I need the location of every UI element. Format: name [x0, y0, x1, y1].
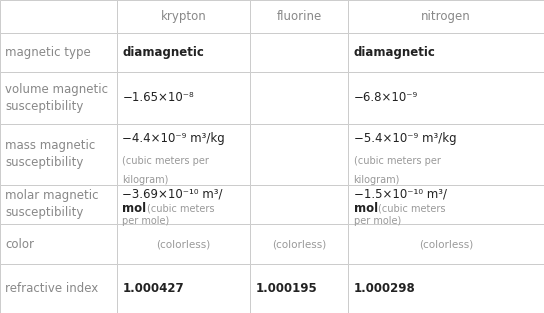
Text: magnetic type: magnetic type — [5, 46, 91, 59]
Text: (cubic meters: (cubic meters — [147, 204, 214, 213]
Text: mol: mol — [122, 202, 146, 215]
Text: refractive index: refractive index — [5, 282, 98, 295]
Bar — [0, 224, 117, 264]
Text: fluorine: fluorine — [276, 10, 322, 23]
Text: molar magnetic
susceptibility: molar magnetic susceptibility — [5, 189, 99, 219]
Text: (cubic meters per: (cubic meters per — [122, 156, 209, 166]
Text: (cubic meters: (cubic meters — [378, 204, 446, 213]
Bar — [117, 264, 250, 313]
Text: (colorless): (colorless) — [157, 239, 211, 249]
Text: mol: mol — [354, 202, 378, 215]
Text: −1.65×10⁻⁸: −1.65×10⁻⁸ — [122, 91, 194, 104]
Bar — [0, 33, 117, 72]
Bar — [348, 185, 544, 224]
Text: −4.4×10⁻⁹ m³/kg: −4.4×10⁻⁹ m³/kg — [122, 132, 225, 145]
Text: nitrogen: nitrogen — [421, 10, 471, 23]
Text: color: color — [5, 238, 34, 251]
Text: −6.8×10⁻⁹: −6.8×10⁻⁹ — [354, 91, 418, 104]
Bar — [117, 72, 250, 124]
Bar — [117, 185, 250, 224]
Text: diamagnetic: diamagnetic — [122, 46, 205, 59]
Text: mass magnetic
susceptibility: mass magnetic susceptibility — [5, 139, 96, 169]
Text: 1.000427: 1.000427 — [122, 282, 184, 295]
Bar — [117, 224, 250, 264]
Text: krypton: krypton — [160, 10, 207, 23]
Bar — [0, 124, 117, 185]
Bar — [117, 0, 250, 33]
Text: per mole): per mole) — [122, 216, 170, 226]
Text: diamagnetic: diamagnetic — [354, 46, 436, 59]
Text: (cubic meters per: (cubic meters per — [354, 156, 441, 166]
Bar — [0, 185, 117, 224]
Text: kilogram): kilogram) — [122, 175, 169, 185]
Bar — [250, 124, 348, 185]
Bar — [250, 224, 348, 264]
Bar — [0, 0, 117, 33]
Bar — [117, 33, 250, 72]
Text: (colorless): (colorless) — [272, 239, 326, 249]
Bar — [250, 0, 348, 33]
Bar — [0, 264, 117, 313]
Bar — [348, 0, 544, 33]
Bar — [0, 72, 117, 124]
Text: per mole): per mole) — [354, 216, 401, 226]
Bar — [348, 224, 544, 264]
Text: kilogram): kilogram) — [354, 175, 400, 185]
Bar — [117, 124, 250, 185]
Text: −1.5×10⁻¹⁰ m³/: −1.5×10⁻¹⁰ m³/ — [354, 188, 447, 201]
Bar — [250, 185, 348, 224]
Text: −3.69×10⁻¹⁰ m³/: −3.69×10⁻¹⁰ m³/ — [122, 188, 223, 201]
Bar — [250, 264, 348, 313]
Bar — [250, 33, 348, 72]
Bar — [348, 264, 544, 313]
Bar — [348, 72, 544, 124]
Text: −5.4×10⁻⁹ m³/kg: −5.4×10⁻⁹ m³/kg — [354, 132, 456, 145]
Bar — [250, 72, 348, 124]
Text: (colorless): (colorless) — [419, 239, 473, 249]
Text: volume magnetic
susceptibility: volume magnetic susceptibility — [5, 83, 108, 113]
Bar — [348, 124, 544, 185]
Text: 1.000195: 1.000195 — [256, 282, 318, 295]
Bar — [348, 33, 544, 72]
Text: 1.000298: 1.000298 — [354, 282, 416, 295]
